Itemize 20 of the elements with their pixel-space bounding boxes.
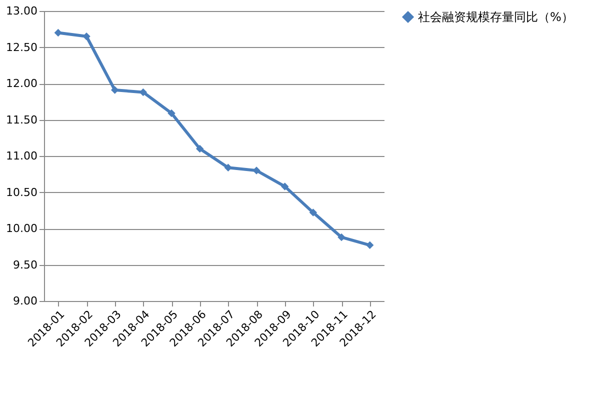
- point: [168, 109, 176, 118]
- y-tick-label: 9.50: [13, 258, 38, 272]
- legend-label: 社会融资规模存量同比（%）: [418, 10, 574, 24]
- point: [82, 32, 90, 40]
- point: [196, 144, 204, 153]
- y-tick-label: 12.50: [6, 40, 38, 54]
- y-tick-label: 10.00: [6, 222, 38, 235]
- point: [54, 28, 62, 37]
- y-tick-label: 12.00: [6, 77, 38, 90]
- point: [338, 233, 346, 242]
- y-tick-label: 10.50: [6, 186, 38, 199]
- point: [252, 166, 260, 174]
- point: [366, 241, 374, 250]
- y-tick-label: 13.00: [6, 4, 38, 18]
- point: [110, 86, 119, 94]
- y-tick-label: 9.00: [13, 294, 38, 308]
- point: [309, 208, 318, 216]
- y-tick-label: 11.50: [6, 113, 38, 126]
- y-tick-label: 11.00: [6, 150, 38, 162]
- point: [280, 182, 289, 190]
